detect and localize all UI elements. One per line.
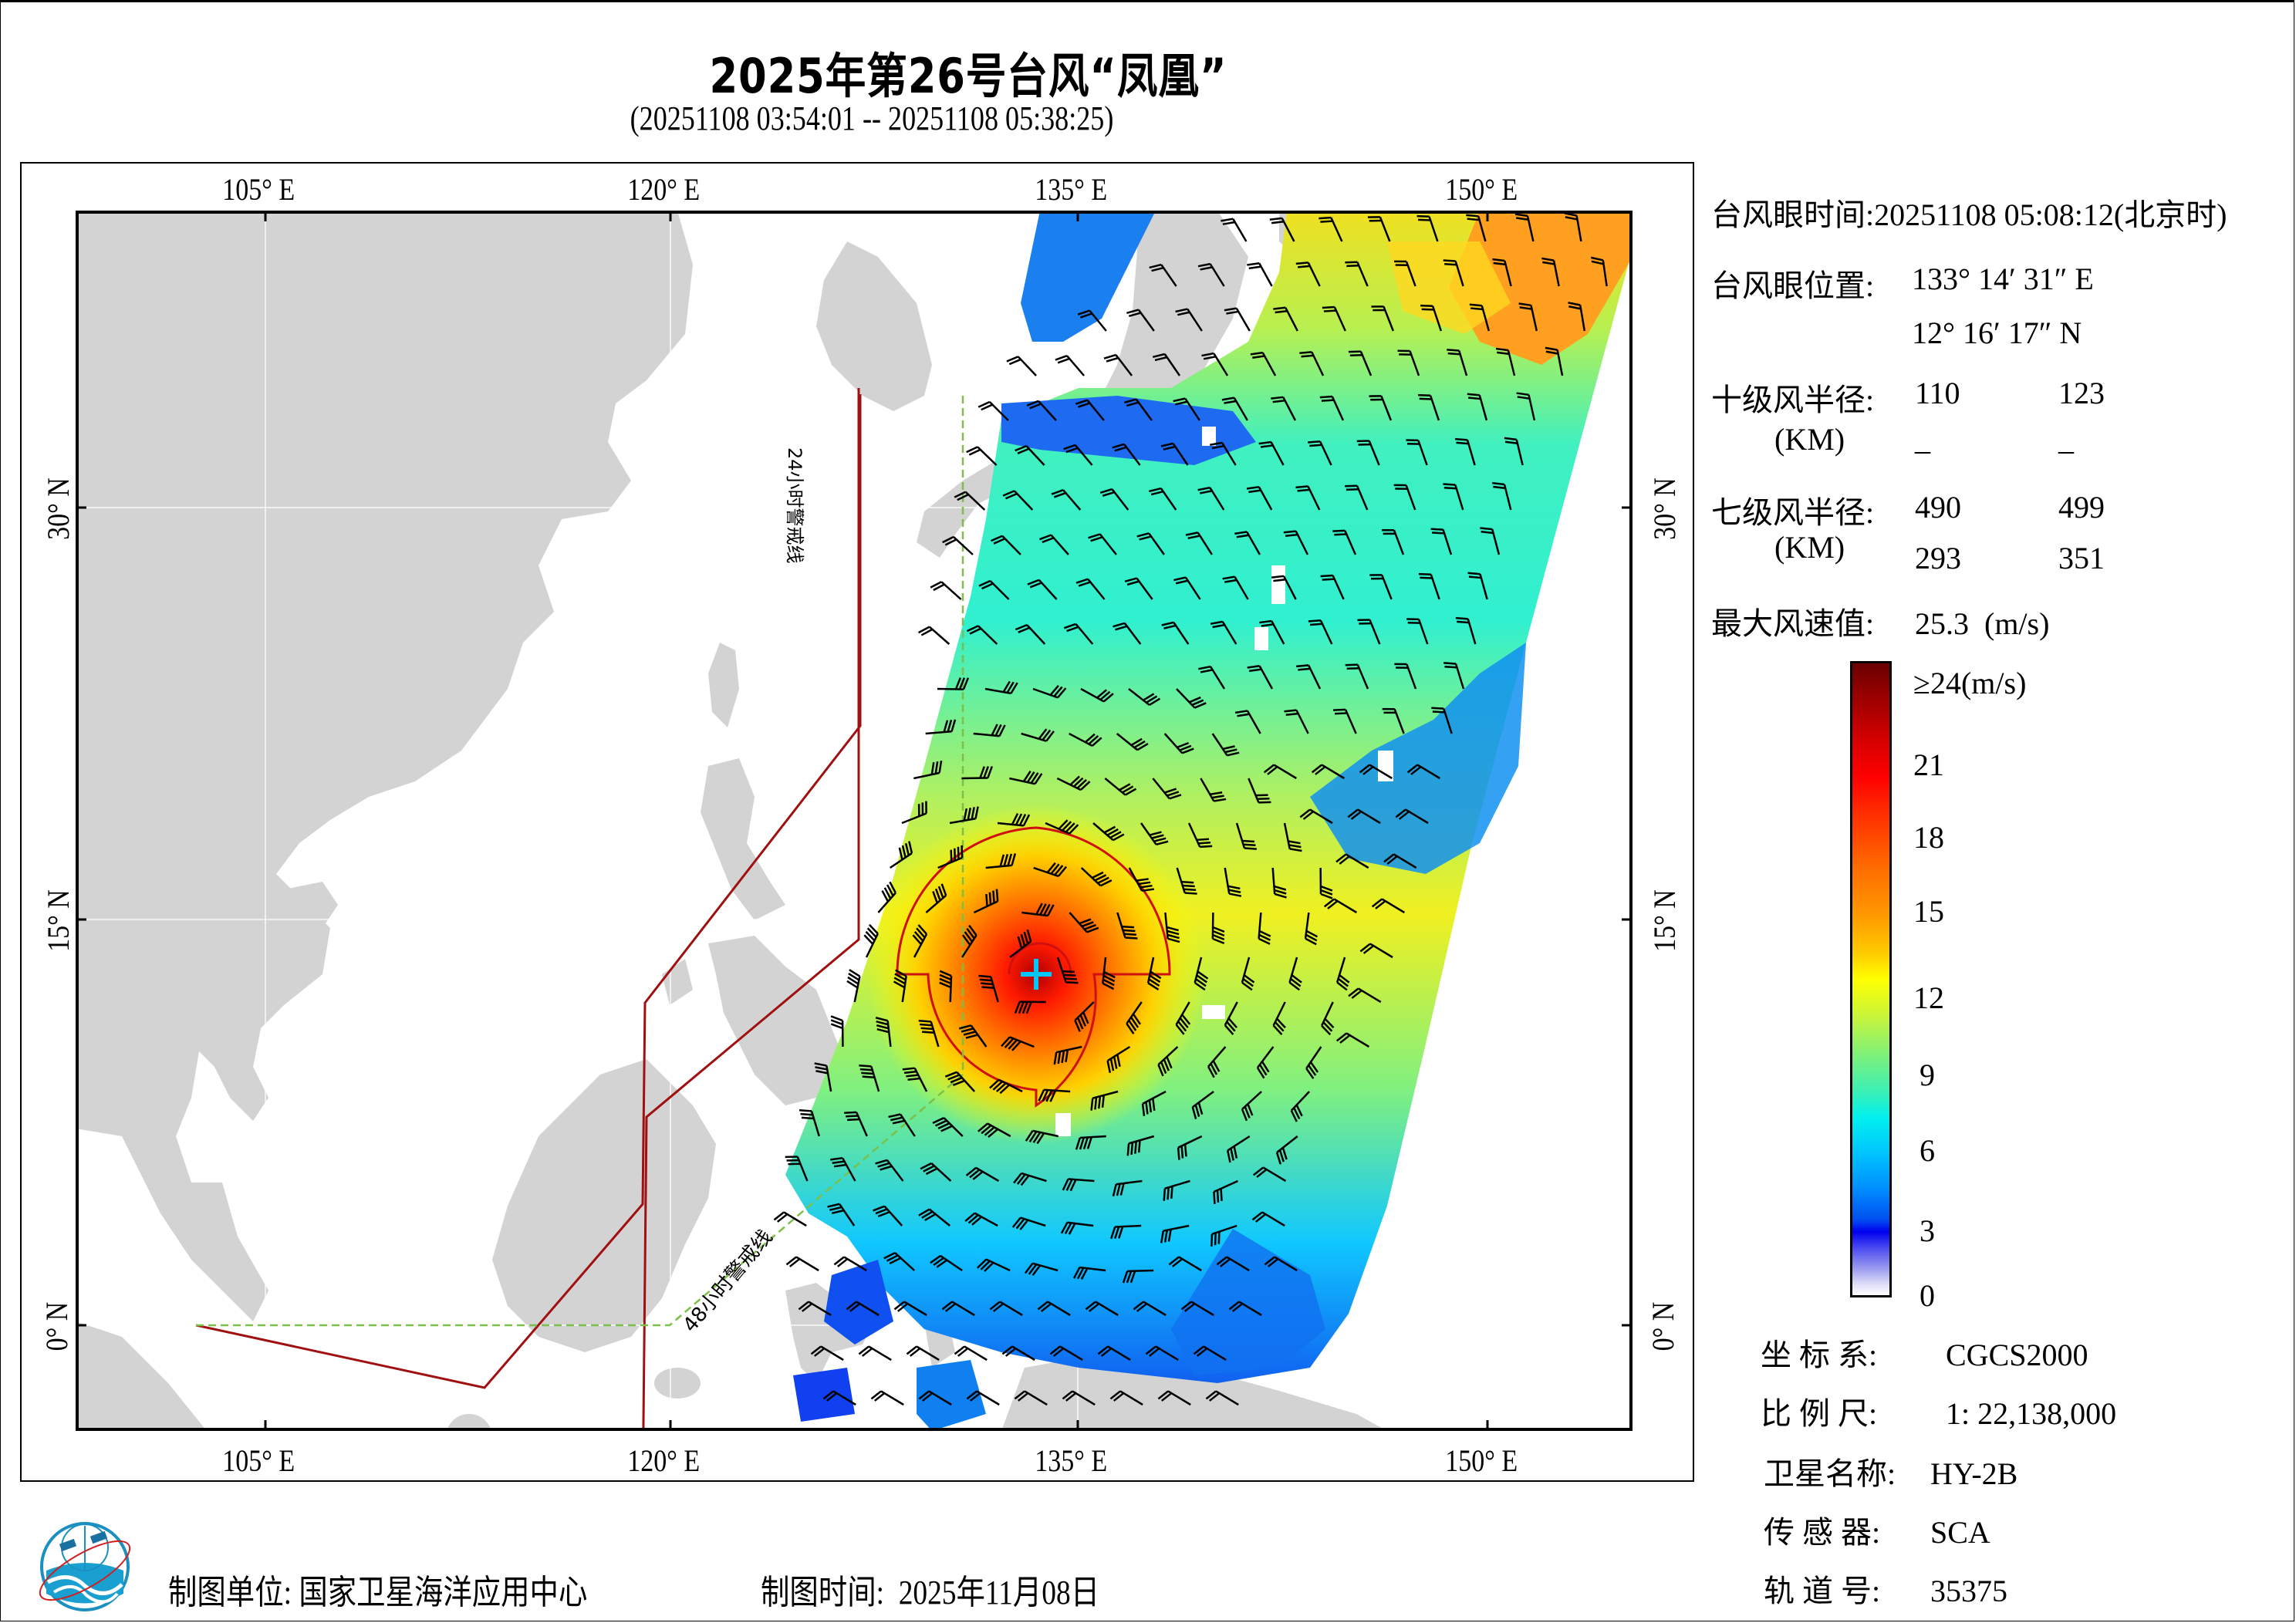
- satellite-label: 卫星名称:: [1764, 1456, 1896, 1491]
- r7-value-ne: 490: [1915, 490, 1961, 525]
- eye-time: 台风眼时间:20251108 05:08:12(北京时): [1711, 190, 2227, 235]
- lat-label-right-15: 15° N: [1646, 889, 1682, 952]
- lon-label-bottom-120: 120° E: [627, 1443, 701, 1478]
- warning-line-24h-path: [195, 394, 862, 1389]
- r10-value-ne: 110: [1915, 376, 1960, 410]
- lon-label-top-150: 150° E: [1445, 172, 1518, 207]
- warning-line-24h-label: 24小时警戒线: [784, 447, 805, 564]
- map-frame: [20, 162, 1694, 1482]
- r10-value-nw: _: [2058, 422, 2074, 457]
- lat-label-left-15: 15° N: [40, 889, 76, 952]
- eye-position-label: 台风眼位置:: [1711, 268, 1875, 303]
- production-date-label: 制图时间:: [761, 1574, 884, 1611]
- eye-time-label: 台风眼时间:: [1711, 197, 1875, 232]
- lon-label-top-120: 120° E: [627, 172, 701, 207]
- max-wind-value: 25.3: [1915, 606, 1969, 641]
- wind-field-map: [76, 211, 1633, 1431]
- producer-value: 国家卫星海洋应用中心: [299, 1574, 588, 1611]
- lon-label-top-135: 135° E: [1035, 172, 1108, 207]
- scale-label: 比 例 尺:: [1761, 1396, 1878, 1431]
- coord-system-label: 坐 标 系:: [1761, 1338, 1878, 1372]
- lat-label-right-0: 0° N: [1645, 1301, 1680, 1351]
- r10-label: 十级风半径:: [1711, 383, 1875, 417]
- r10-value-sw: _: [1915, 422, 1930, 457]
- colorbar-label-3: 3: [1920, 1213, 1935, 1248]
- wind-barbs: [773, 212, 1608, 1406]
- lat-label-left-30: 30° N: [40, 477, 76, 540]
- orbit-value: 35375: [1930, 1574, 2007, 1608]
- colorbar-label-0: 0: [1920, 1278, 1935, 1313]
- land: [76, 211, 1387, 1431]
- production-date: 制图时间: 2025年11月08日: [761, 1564, 1099, 1614]
- colorbar-label-6: 6: [1920, 1133, 1935, 1168]
- colorbar-label-15: 15: [1913, 894, 1944, 929]
- colorbar-label-12: 12: [1913, 980, 1944, 1015]
- orbit: 轨 道 号: 35375: [1764, 1566, 2007, 1611]
- lat-label-left-0: 0° N: [39, 1301, 74, 1351]
- sensor-value: SCA: [1930, 1515, 1990, 1550]
- lon-label-bottom-105: 105° E: [222, 1443, 295, 1478]
- scale-value: 1: 22,138,000: [1946, 1396, 2117, 1431]
- max-wind-unit: (m/s): [1984, 606, 2050, 641]
- sensor: 传 感 器: SCA: [1764, 1507, 1990, 1552]
- r10-value-se: 123: [2058, 376, 2105, 410]
- colorbar-label-18: 18: [1913, 820, 1944, 855]
- colorbar-label-9: 9: [1920, 1058, 1935, 1092]
- eye-time-value: 20251108 05:08:12(北京时): [1874, 197, 2227, 232]
- r7-value-sw: 293: [1915, 541, 1961, 575]
- max-wind-label: 最大风速值:: [1711, 606, 1875, 641]
- sensor-label: 传 感 器:: [1764, 1515, 1881, 1550]
- lat-label-right-30: 30° N: [1646, 477, 1682, 540]
- producer: 制图单位: 国家卫星海洋应用中心: [168, 1564, 587, 1614]
- production-date-value: 2025年11月08日: [898, 1574, 1100, 1611]
- warning-line-48h-path: [196, 396, 964, 1327]
- producer-label: 制图单位:: [168, 1574, 292, 1611]
- nsoas-logo-icon: [39, 1522, 131, 1611]
- typhoon-eye-marker: [1021, 959, 1052, 990]
- orbit-label: 轨 道 号:: [1764, 1574, 1881, 1608]
- colorbar-label-24: ≥24(m/s): [1913, 666, 2027, 700]
- scale: 比 例 尺: 1: 22,138,000: [1761, 1388, 2116, 1433]
- warning-line-24h: [642, 388, 860, 1431]
- eye-lon: 133° 14′ 31″ E: [1912, 262, 2094, 296]
- colorbar-label-21: 21: [1913, 747, 1944, 782]
- time-range: (20251108 03:54:01 -- 20251108 05:38:25): [630, 100, 1114, 137]
- r7-value-nw: 351: [2058, 541, 2105, 575]
- page-title: 2025年第26号台风“凤凰”: [709, 48, 1227, 104]
- lon-label-top-105: 105° E: [222, 172, 295, 207]
- lon-label-bottom-150: 150° E: [1445, 1443, 1518, 1478]
- coord-system-value: CGCS2000: [1946, 1338, 2088, 1372]
- max-wind: 最大风速值: 25.3 (m/s): [1711, 599, 2049, 643]
- r7-unit: (KM): [1774, 530, 1845, 565]
- r10-unit: (KM): [1774, 422, 1845, 457]
- eye-lat: 12° 16′ 17″ N: [1912, 315, 2082, 350]
- wind-speed-colorbar: [1850, 661, 1892, 1297]
- r7-value-se: 499: [2058, 490, 2105, 525]
- coord-system: 坐 标 系: CGCS2000: [1761, 1330, 2088, 1375]
- satellite-value: HY-2B: [1930, 1456, 2018, 1491]
- r7-label: 七级风半径:: [1711, 495, 1875, 530]
- lon-label-bottom-135: 135° E: [1035, 1443, 1108, 1478]
- satellite: 卫星名称: HY-2B: [1764, 1449, 2017, 1493]
